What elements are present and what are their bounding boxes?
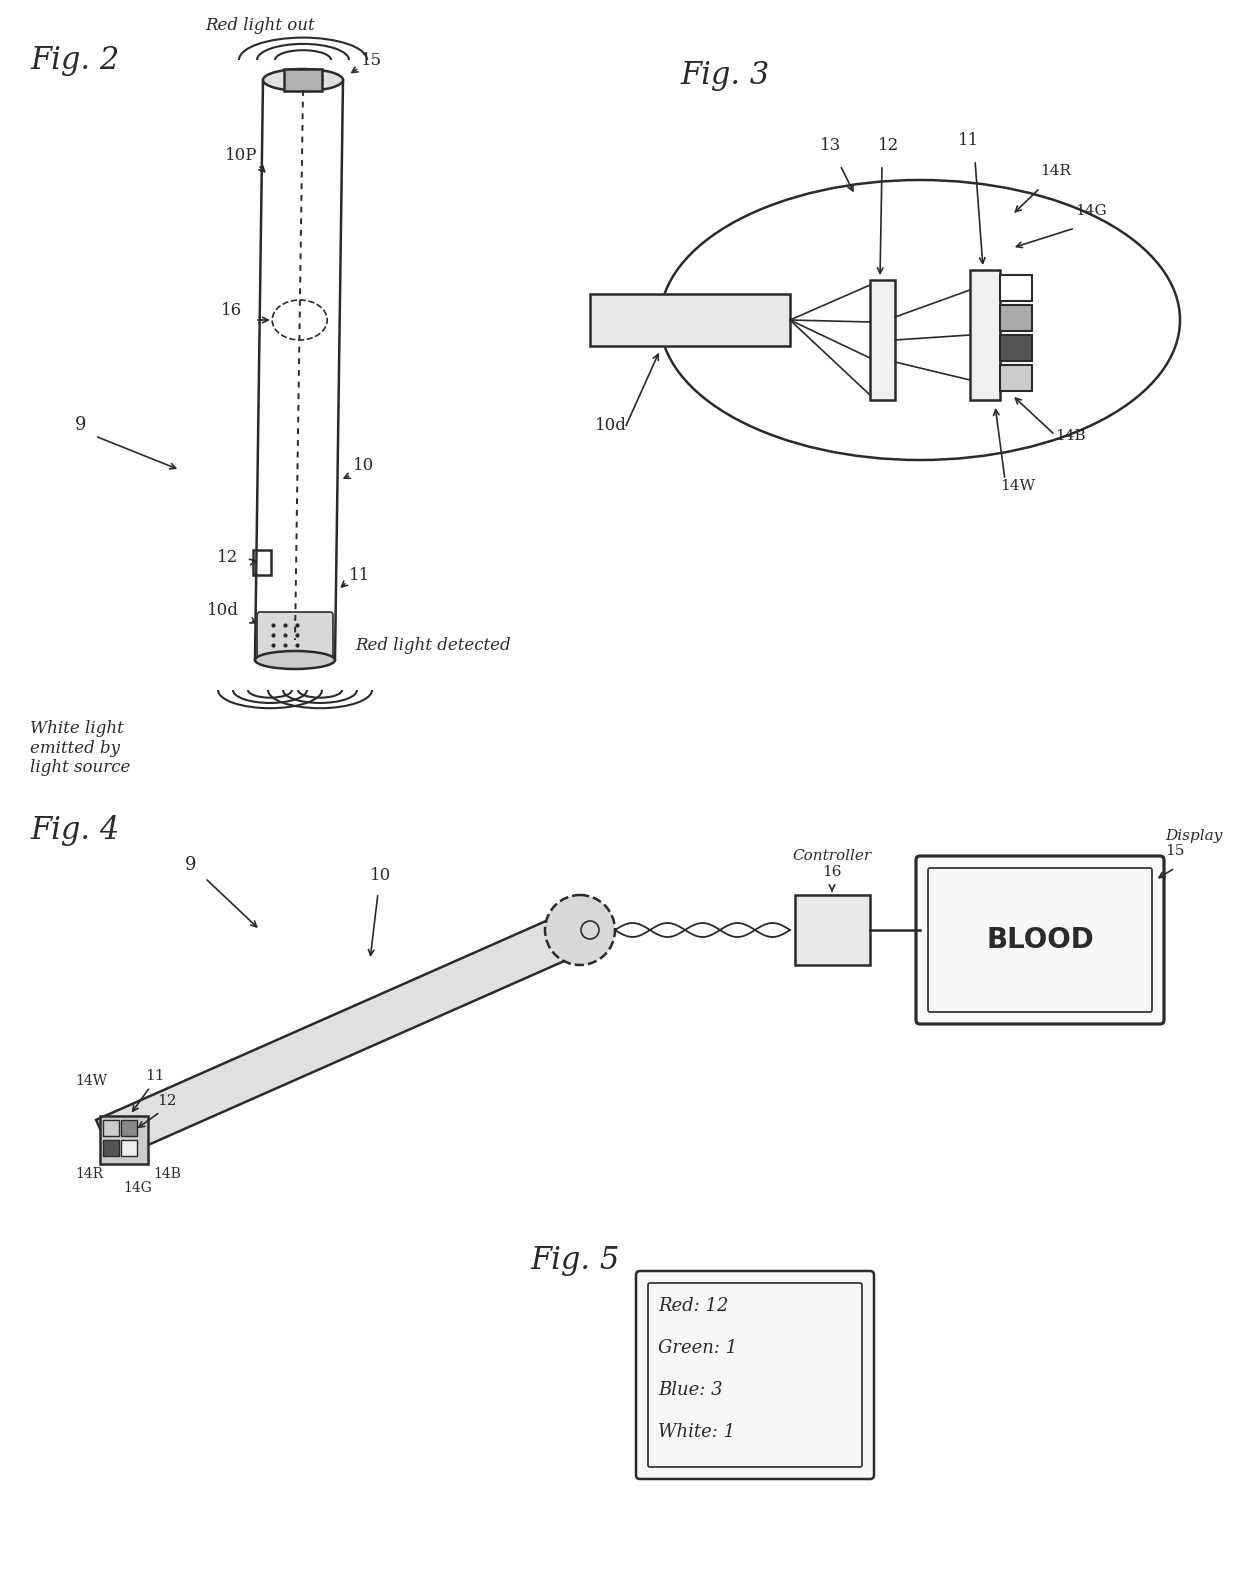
Text: 10d: 10d (207, 603, 239, 619)
Text: White light
emitted by
light source: White light emitted by light source (30, 720, 130, 776)
Text: 12: 12 (217, 549, 238, 566)
Bar (999, 305, 1032, 331)
Text: 10: 10 (353, 456, 374, 474)
Text: 11: 11 (145, 1068, 165, 1083)
Text: Blue: 3: Blue: 3 (658, 1382, 723, 1399)
Text: 10P: 10P (224, 146, 258, 164)
Text: 16: 16 (822, 865, 842, 879)
Text: 13: 13 (820, 137, 841, 154)
Text: 9: 9 (185, 855, 196, 875)
Text: 14R: 14R (1040, 164, 1071, 178)
FancyBboxPatch shape (257, 612, 334, 663)
Bar (284, 68, 322, 91)
Bar (103, 1119, 119, 1135)
Bar (999, 275, 1032, 301)
Bar (999, 335, 1032, 361)
Ellipse shape (263, 68, 343, 91)
Bar (253, 550, 272, 576)
Polygon shape (97, 909, 589, 1161)
Text: Red light detected: Red light detected (355, 638, 511, 653)
Text: 12: 12 (878, 137, 899, 154)
Text: 14B: 14B (153, 1167, 181, 1181)
Text: 14G: 14G (123, 1181, 151, 1196)
Text: Red light out: Red light out (205, 17, 315, 33)
Text: Display: Display (1166, 828, 1223, 843)
Text: 10: 10 (370, 867, 392, 884)
Text: 15: 15 (1166, 844, 1184, 859)
Text: 14B: 14B (1055, 429, 1086, 444)
Text: 14R: 14R (74, 1167, 103, 1181)
Text: Fig. 2: Fig. 2 (30, 45, 119, 75)
Text: 12: 12 (157, 1094, 176, 1108)
Text: 11: 11 (959, 132, 980, 149)
Bar (103, 1140, 119, 1156)
Ellipse shape (255, 650, 335, 669)
Bar (795, 895, 870, 965)
Text: Fig. 5: Fig. 5 (529, 1245, 619, 1275)
Text: 14W: 14W (74, 1073, 107, 1088)
Text: Controller: Controller (792, 849, 872, 863)
Bar (870, 280, 895, 401)
Text: 16: 16 (221, 302, 242, 320)
Text: White: 1: White: 1 (658, 1423, 735, 1441)
FancyBboxPatch shape (636, 1270, 874, 1479)
Text: Fig. 4: Fig. 4 (30, 814, 119, 846)
Text: 11: 11 (348, 568, 371, 584)
Text: 15: 15 (361, 52, 382, 68)
Text: Fig. 3: Fig. 3 (680, 59, 769, 91)
Text: Green: 1: Green: 1 (658, 1339, 738, 1356)
Text: 9: 9 (74, 417, 87, 434)
Bar (100, 1116, 148, 1164)
Text: BLOOD: BLOOD (986, 925, 1094, 954)
Bar (590, 294, 790, 347)
Text: Red: 12: Red: 12 (658, 1297, 728, 1315)
Text: 10d: 10d (595, 417, 627, 434)
Ellipse shape (546, 895, 615, 965)
Text: 14W: 14W (999, 479, 1035, 493)
Bar (122, 1119, 136, 1135)
Bar (970, 270, 999, 401)
Text: 14G: 14G (1075, 204, 1107, 218)
Bar (122, 1140, 136, 1156)
FancyBboxPatch shape (916, 855, 1164, 1024)
Bar (999, 366, 1032, 391)
